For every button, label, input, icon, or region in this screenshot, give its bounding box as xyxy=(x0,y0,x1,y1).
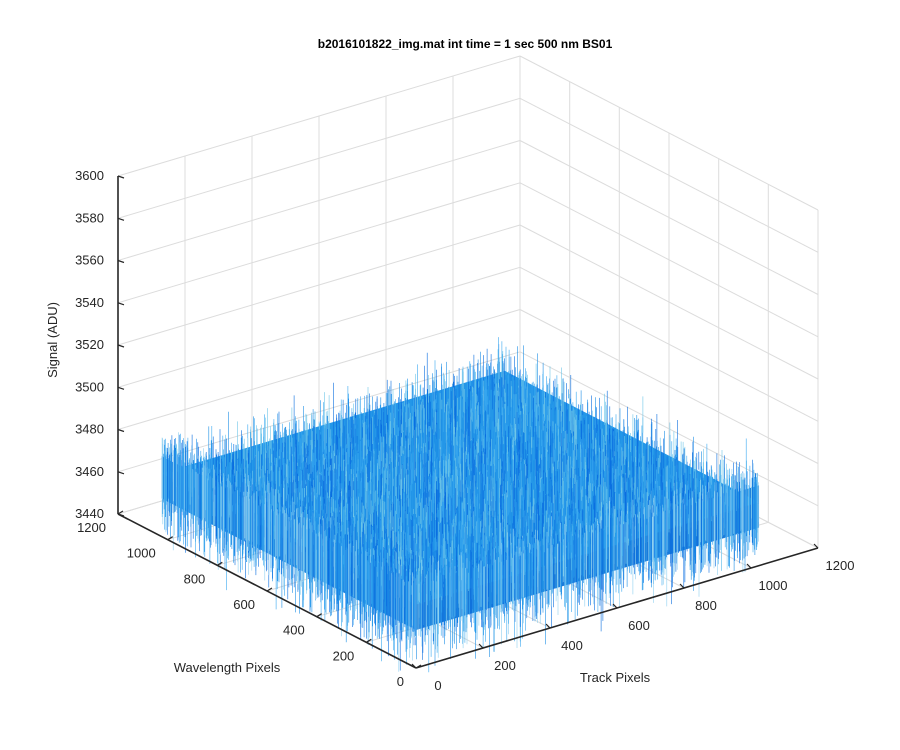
wall-grid-line xyxy=(117,140,521,261)
wall-grid-line xyxy=(117,182,521,304)
wall-grid-line xyxy=(117,266,521,388)
wall-grid-line xyxy=(519,55,819,211)
wall-grid-line xyxy=(519,140,819,295)
wall-grid-line xyxy=(519,224,819,380)
wall-grid-line xyxy=(519,309,819,464)
wall-grid-line xyxy=(117,97,521,219)
wall-grid-line xyxy=(519,182,819,338)
wall-grid-line xyxy=(519,351,819,507)
wall-grid-line xyxy=(519,266,819,422)
surface xyxy=(161,337,760,673)
wall-grid-line xyxy=(117,224,521,346)
wall-grid-line xyxy=(519,97,819,253)
wall-grid-line xyxy=(117,309,521,430)
wall-grid-line xyxy=(117,55,521,177)
